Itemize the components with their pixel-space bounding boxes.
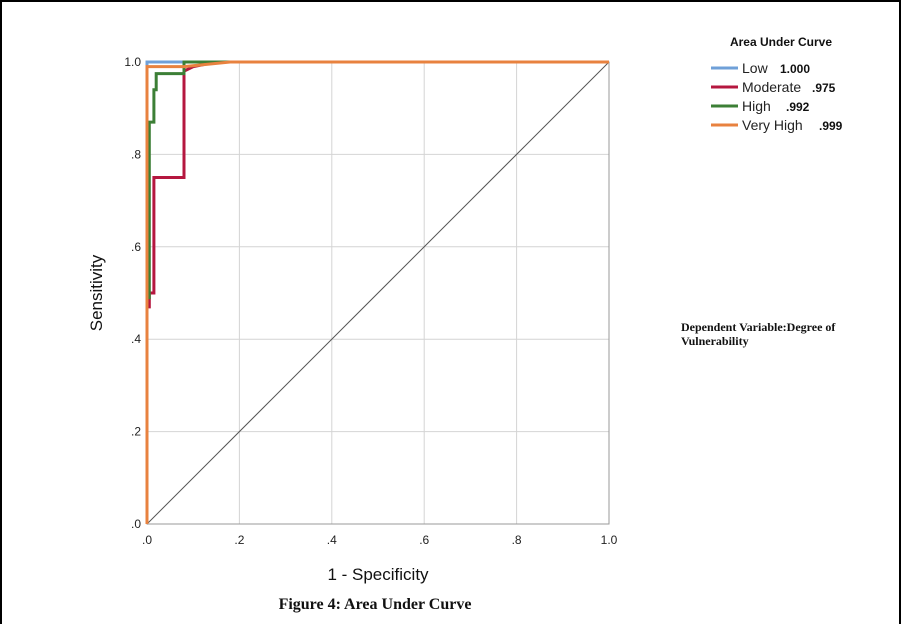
figure-caption: Figure 4: Area Under Curve xyxy=(279,596,472,613)
x-axis-label: 1 - Specificity xyxy=(327,565,429,584)
y-axis-label: Sensitivity xyxy=(87,254,106,331)
x-tick-label: .2 xyxy=(234,533,244,547)
y-tick-label: .8 xyxy=(131,147,141,161)
x-tick-label: .4 xyxy=(327,533,337,547)
y-tick-label: 1.0 xyxy=(124,55,141,69)
legend-label-moderate: Moderate xyxy=(742,79,801,95)
y-tick-label: .2 xyxy=(131,425,141,439)
y-tick-label: .0 xyxy=(131,517,141,531)
x-tick-label: .6 xyxy=(419,533,429,547)
series-line-high xyxy=(145,60,609,524)
legend: Area Under Curve Low 1.000 Moderate .975 Hig… xyxy=(711,35,843,133)
dependent-variable-note-line1: Dependent Variable:Degree of xyxy=(681,320,836,334)
y-tick-label: .6 xyxy=(131,240,141,254)
y-tick-label: .4 xyxy=(131,332,141,346)
legend-auc-moderate: .975 xyxy=(812,81,836,95)
legend-items: Low 1.000 Moderate .975 High .992 Very High .99… xyxy=(711,60,843,133)
legend-label-high: High xyxy=(742,98,771,114)
legend-auc-low: 1.000 xyxy=(780,62,810,76)
legend-auc-very-high: .999 xyxy=(819,119,843,133)
legend-label-low: Low xyxy=(742,60,769,76)
series-line-very-high xyxy=(145,60,609,524)
dependent-variable-note-line2: Vulnerability xyxy=(681,334,749,348)
x-tick-label: .8 xyxy=(512,533,522,547)
legend-auc-high: .992 xyxy=(786,100,810,114)
series-layer xyxy=(145,60,609,524)
x-tick-label: 1.0 xyxy=(601,533,618,547)
reference-diagonal xyxy=(146,61,610,525)
legend-label-very-high: Very High xyxy=(742,117,803,133)
legend-title: Area Under Curve xyxy=(730,35,832,49)
reference-line-layer xyxy=(146,61,610,525)
x-tick-label: .0 xyxy=(142,533,152,547)
tick-label-layer: .0 .2 .4 .6 .8 1.0 .0 .2 .4 .6 .8 1.0 xyxy=(124,55,617,547)
